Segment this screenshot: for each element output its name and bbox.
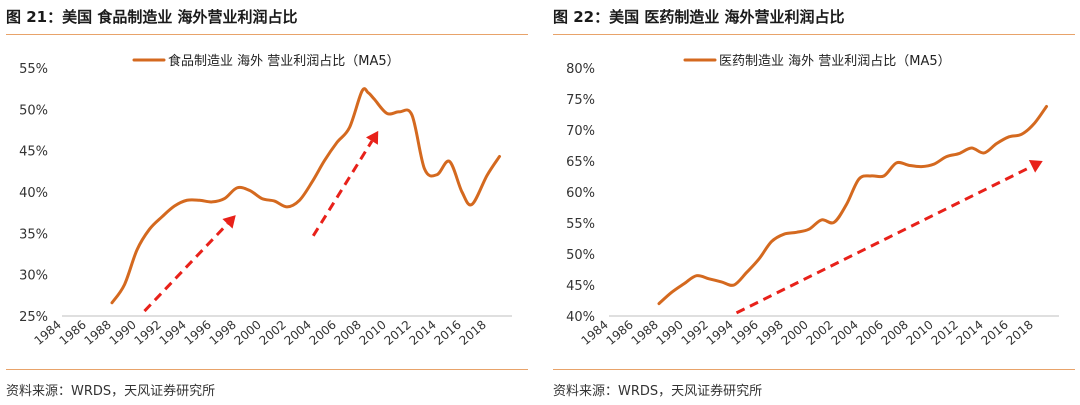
x-tick-label: 1994 [157,318,189,348]
x-tick-label: 2002 [257,318,289,348]
x-tick-label: 2016 [432,318,464,348]
bottom-rule [553,369,1075,370]
y-tick-label: 60% [566,186,595,201]
source-note: 资料来源：WRDS，天风证券研究所 [553,384,763,399]
x-tick-label: 2004 [829,318,861,348]
x-tick-label: 1992 [679,318,711,348]
y-tick-label: 45% [566,279,595,294]
y-tick-label: 35% [19,227,48,242]
y-tick-label: 30% [19,269,48,284]
x-tick-label: 1998 [207,318,239,348]
x-tick-label: 2014 [954,318,986,348]
x-tick-label: 2006 [854,318,886,348]
x-tick-label: 2002 [804,318,836,348]
x-tick-label: 1988 [629,318,661,348]
x-tick-label: 1986 [604,318,636,348]
y-tick-label: 25% [19,310,48,325]
legend: 食品制造业 海外 营业利润占比（MA5） [132,53,400,69]
y-tick-label: 45% [19,145,48,160]
x-tick-label: 2012 [929,318,961,348]
y-tick-label: 40% [566,310,595,325]
trend-arrow-shaft [311,140,374,237]
legend: 医药制造业 海外 营业利润占比（MA5） [683,54,951,69]
legend-label: 医药制造业 海外 营业利润占比（MA5） [719,54,951,69]
y-tick-label: 50% [566,248,595,263]
source-note: 资料来源：WRDS，天风证券研究所 [6,384,216,399]
pharma-line-chart: 40%45%50%55%60%65%70%75%80%1984198619881… [566,54,1059,348]
y-tick-label: 55% [19,62,48,77]
legend-label: 食品制造业 海外 营业利润占比（MA5） [168,53,400,69]
chart-panel-pharma: 图 22：美国 医药制造业 海外营业利润占比 40% 45% 50% 55% 60% 65… [553,0,1075,405]
top-rule [6,34,528,35]
food-line-chart: 25%30%35%40%45%50%55%1984198619881990199… [19,53,512,348]
x-tick-label: 2008 [879,318,911,348]
x-tick-label: 1992 [132,318,164,348]
chart-panel-food: 图 21：美国 食品制造业 海外营业利润占比 25% 30% 35% 40% 45% 50… [6,0,528,405]
series-line [110,87,501,305]
x-tick-label: 1990 [107,318,139,348]
y-tick-label: 75% [566,93,595,108]
chart-title: 图 21：美国 食品制造业 海外营业利润占比 [6,8,298,26]
x-tick-label: 2006 [307,318,339,348]
x-tick-label: 1988 [82,318,114,348]
trend-arrow [143,215,236,313]
trend-arrow-head [1028,160,1043,173]
trend-arrow-head [365,130,379,145]
x-tick-label: 2018 [1004,318,1036,348]
x-tick-label: 2014 [407,318,439,348]
y-tick-label: 55% [566,217,595,232]
x-tick-label: 2008 [332,318,364,348]
x-tick-label: 1996 [729,318,761,348]
x-tick-label: 1990 [654,318,686,348]
bottom-rule [6,369,528,370]
x-tick-label: 1998 [754,318,786,348]
x-tick-label: 2012 [382,318,414,348]
x-tick-label: 1994 [704,318,736,348]
trend-arrow-shaft [735,164,1033,315]
trend-arrow [735,160,1043,315]
trend-arrow [311,130,379,237]
x-tick-label: 2018 [457,318,489,348]
chart-title: 图 22：美国 医药制造业 海外营业利润占比 [553,8,845,26]
x-tick-label: 2010 [357,318,389,348]
y-tick-label: 50% [19,103,48,118]
x-tick-label: 2016 [979,318,1011,348]
series-line [657,104,1048,306]
trend-arrow-head [222,215,236,229]
x-tick-label: 1996 [182,318,214,348]
y-tick-label: 40% [19,186,48,201]
x-tick-label: 1986 [57,318,89,348]
top-rule [553,34,1075,35]
y-tick-label: 80% [566,62,595,77]
x-tick-label: 2000 [232,318,264,348]
x-tick-label: 2000 [779,318,811,348]
trend-arrow-shaft [143,222,229,313]
x-tick-label: 2010 [904,318,936,348]
y-tick-label: 70% [566,124,595,139]
x-tick-label: 2004 [282,318,314,348]
y-tick-label: 65% [566,155,595,170]
